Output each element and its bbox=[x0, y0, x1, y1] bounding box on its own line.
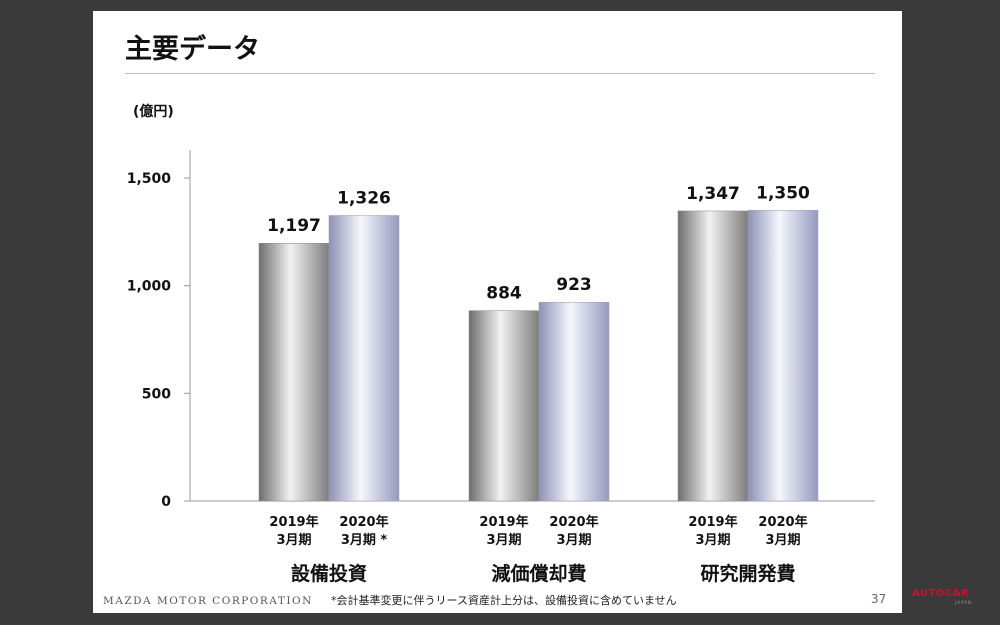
category-label: 研究開発費 bbox=[700, 562, 795, 585]
bar bbox=[538, 301, 610, 502]
x-tick-label: 2020年 bbox=[758, 514, 807, 530]
page-number: 37 bbox=[871, 592, 887, 606]
x-tick-label: 3月期 * bbox=[341, 533, 388, 548]
bar bbox=[677, 210, 749, 502]
x-tick-label: 3月期 bbox=[486, 533, 521, 548]
bar bbox=[747, 210, 819, 502]
y-tick-label: 1,000 bbox=[127, 279, 172, 295]
x-tick-label: 2019年 bbox=[688, 514, 737, 530]
x-tick-label: 2020年 bbox=[549, 514, 598, 530]
x-tick-label: 2020年 bbox=[339, 514, 388, 530]
data-label: 923 bbox=[556, 275, 592, 295]
data-label: 1,350 bbox=[756, 183, 810, 203]
data-label: 884 bbox=[486, 284, 522, 304]
data-label: 1,347 bbox=[686, 184, 740, 204]
x-tick-label: 2019年 bbox=[479, 514, 528, 530]
watermark-subtext: JAPAN bbox=[955, 600, 972, 605]
footnote: *会計基準変更に伴うリース資産計上分は、設備投資に含めていません bbox=[331, 594, 677, 607]
y-tick-label: 1,500 bbox=[127, 171, 172, 187]
x-tick-label: 3月期 bbox=[765, 533, 800, 548]
x-tick-label: 3月期 bbox=[556, 533, 591, 548]
data-label: 1,326 bbox=[337, 188, 391, 208]
category-label: 減価償却費 bbox=[491, 562, 586, 585]
bar bbox=[328, 215, 400, 502]
y-tick-label: 500 bbox=[142, 386, 171, 402]
x-tick-label: 3月期 bbox=[695, 533, 730, 548]
bar bbox=[258, 242, 330, 502]
y-axis-unit: (億円) bbox=[133, 104, 174, 120]
data-label: 1,197 bbox=[267, 216, 321, 236]
x-tick-label: 3月期 bbox=[276, 533, 311, 548]
watermark-text: AUTOCAR bbox=[912, 588, 970, 599]
y-tick-label: 0 bbox=[161, 494, 171, 510]
autocar-watermark: AUTOCAR JAPAN bbox=[912, 588, 972, 610]
category-label: 設備投資 bbox=[291, 562, 367, 585]
title-divider bbox=[125, 73, 875, 74]
bar bbox=[468, 310, 540, 502]
footer-brand: MAZDA MOTOR CORPORATION bbox=[103, 595, 313, 607]
x-tick-label: 2019年 bbox=[269, 514, 318, 530]
slide-title: 主要データ bbox=[125, 34, 260, 65]
